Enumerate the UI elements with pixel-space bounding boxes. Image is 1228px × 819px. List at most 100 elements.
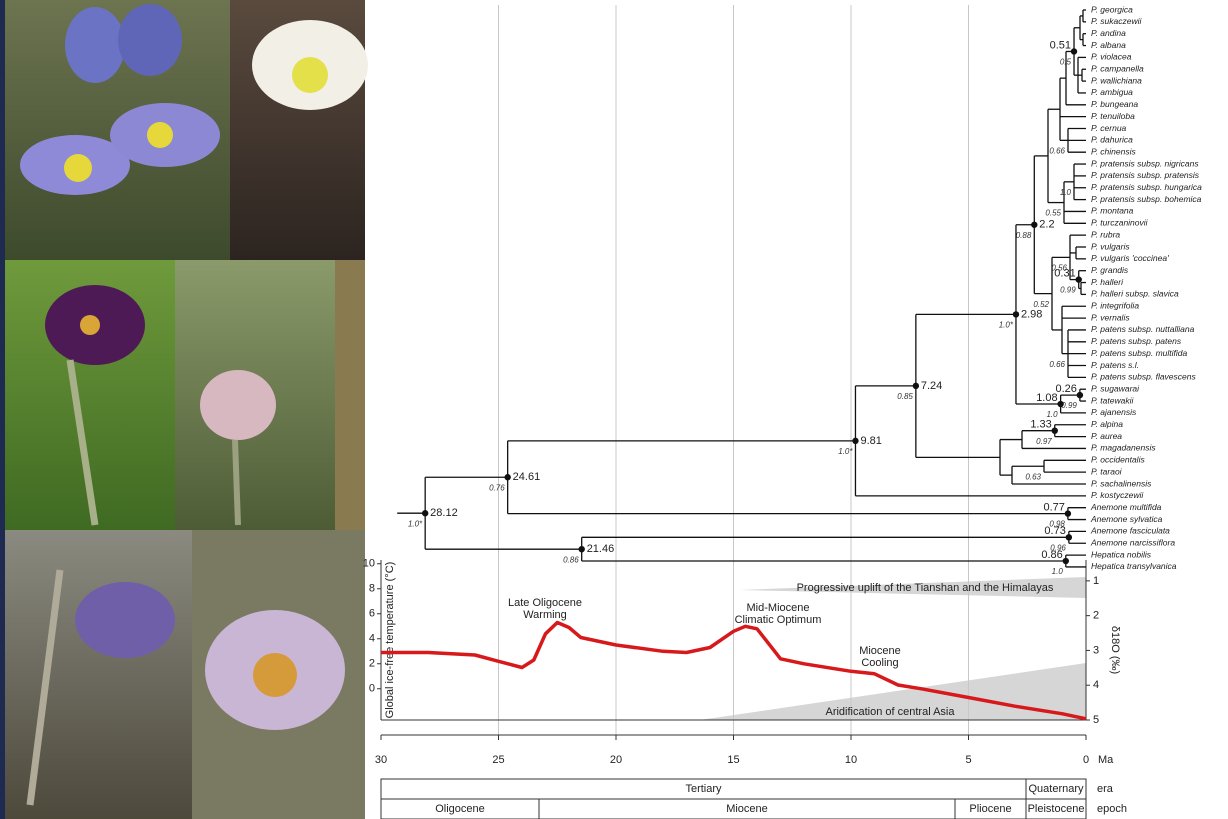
x-tick-label: 30 [375,754,387,766]
y2-tick-label: 4 [1093,679,1099,691]
node-support: 0.99 [1060,286,1076,295]
leaf-label: P. aurea [1091,431,1122,441]
leaf-label: Hepatica transylvanica [1091,561,1177,571]
stamens [64,154,92,182]
y-tick-label: 8 [369,583,375,595]
photo [0,530,192,819]
y-tick-label: 10 [363,558,375,570]
node-age: 0.73 [1044,525,1065,537]
y2-axis-label: δ18O (‰) [1109,626,1121,674]
node-age: 1.08 [1036,392,1057,404]
leaf-label: P. wallichiana [1091,75,1142,85]
leaf-label: P. patens subsp. patens [1091,336,1182,346]
node-support: 1.0 [1052,567,1064,576]
timescale-unit: Pleistocene [1028,803,1085,815]
node-support: 0.66 [1049,146,1065,155]
leaf-label: Anemone fasciculata [1090,526,1170,536]
node-support: 1.0 [1060,188,1072,197]
x-tick-label: 20 [610,754,622,766]
leaf-label: P. chinensis [1091,146,1136,156]
annotation: Progressive uplift of the Tianshan and t… [797,582,1054,594]
node-age: 1.33 [1030,419,1051,431]
annotation: Miocene [859,645,901,657]
leaf-label: P. violacea [1091,52,1132,62]
timescale-unit: Tertiary [685,783,722,795]
leaf-label: P. albana [1091,40,1126,50]
leaf-label: P. sachalinensis [1091,478,1152,488]
node-age: 0.26 [1055,383,1076,395]
node-support: 0.66 [1049,360,1065,369]
y2-tick-label: 2 [1093,610,1099,622]
leaf-label: P. patens subsp. multifida [1091,348,1188,358]
timescale-row-label: era [1097,783,1114,795]
node-age: 2.2 [1039,219,1054,231]
stamens [147,122,173,148]
leaf-label: Anemone sylvatica [1090,514,1163,524]
photo-panels [0,0,368,819]
node-age: 9.81 [860,435,881,447]
leaf-label: P. pratensis subsp. nigricans [1091,158,1199,168]
timescale-unit: Oligocene [435,803,485,815]
stamens [253,653,297,697]
leaf-label: P. sugawarai [1091,383,1140,393]
leaf-label: P. andina [1091,28,1126,38]
leaf-label: P. georgica [1091,4,1133,14]
leaf-label: P. tatewakii [1091,395,1134,405]
timescale-row [381,779,1086,799]
node-support: 1.0* [999,321,1014,330]
leaf-label: P. turczaninovii [1091,218,1149,228]
x-axis-label: Ma [1098,754,1114,766]
x-tick-label: 15 [727,754,739,766]
y-tick-label: 6 [369,608,375,620]
node-age: 2.98 [1021,308,1042,320]
node-age: 0.51 [1050,39,1071,51]
leaf-label: Anemone multifida [1090,502,1162,512]
leaf-label: P. occidentalis [1091,455,1145,465]
y2-tick-label: 1 [1093,575,1099,587]
x-tick-label: 5 [965,754,971,766]
timescale-unit: Quaternary [1028,783,1084,795]
y2-tick-label: 5 [1093,714,1099,726]
x-tick-label: 10 [845,754,857,766]
leaf-label: P. tenuiloba [1091,111,1135,121]
y-axis-label: Global ice-free temperature (°C) [384,562,396,719]
leaf-label: P. pratensis subsp. bohemica [1091,194,1202,204]
node-age: 24.61 [513,471,541,483]
node-age: 21.46 [587,543,615,555]
leaf-label: P. bungeana [1091,99,1138,109]
node-age: 0.86 [1041,549,1062,561]
flower [200,370,276,440]
leaf-label: P. ajanensis [1091,407,1137,417]
leaf-label: P. pratensis subsp. hungarica [1091,182,1202,192]
frame-edge [0,0,5,819]
node-support: 0.56 [1051,263,1067,272]
stem [235,440,238,525]
node-support: 0.55 [1045,209,1061,218]
node-support: 0.86 [563,555,579,564]
leaf-label: P. dahurica [1091,135,1133,145]
leaf-label: P. montana [1091,206,1134,216]
leaf-label: P. kostyczewii [1091,490,1144,500]
timescale-row-label: epoch [1097,803,1127,815]
annotation: Aridification of central Asia [825,706,955,718]
flower [118,4,182,76]
timescale-unit: Pliocene [969,803,1011,815]
annotation: Mid-Miocene [747,602,810,614]
leaf-label: P. pratensis subsp. pratensis [1091,170,1200,180]
node-support: 0.88 [1016,231,1032,240]
node-age: 28.12 [430,507,458,519]
annotation: Late Oligocene [508,597,582,609]
y-tick-label: 4 [369,633,375,645]
node-support: 0.97 [1036,437,1052,446]
leaf-label: P. vulgaris 'coccinea' [1091,253,1169,263]
annotation: Warming [523,609,567,621]
leaf-label: P. grandis [1091,265,1129,275]
node-age: 7.24 [921,380,942,392]
leaf-label: P. halleri [1091,277,1124,287]
annotation: Cooling [861,657,898,669]
leaf-label: P. patens subsp. nuttalliana [1091,324,1195,334]
leaf-label: P. ambigua [1091,87,1133,97]
timescale-unit: Miocene [726,803,768,815]
x-tick-label: 25 [492,754,504,766]
leaf-label: Hepatica nobilis [1091,549,1152,559]
